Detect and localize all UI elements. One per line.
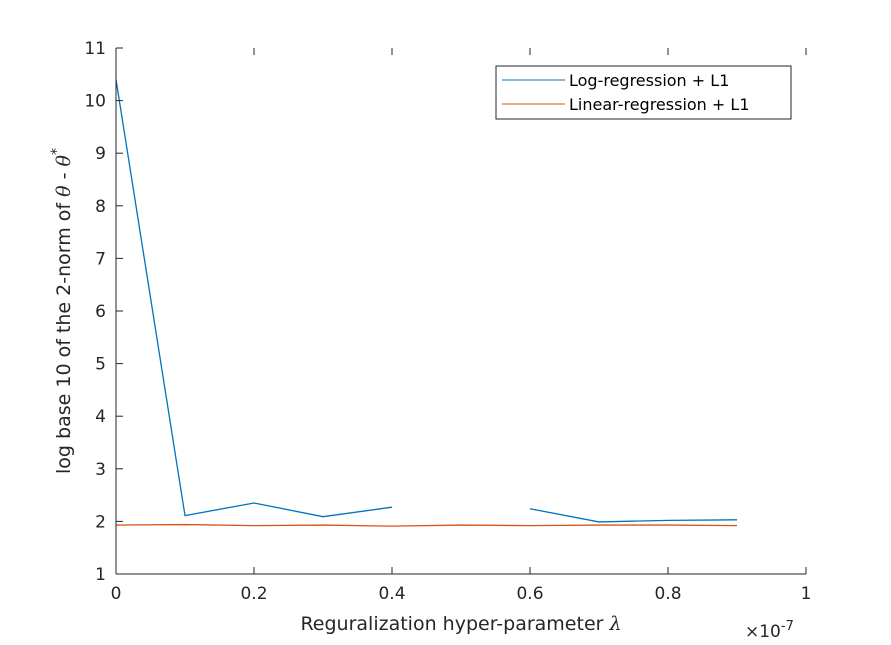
legend-box [495,65,792,120]
legend-label-log-regression: Log-regression + L1 [569,71,729,90]
x-multiplier-exponent: -7 [781,619,794,634]
legend-label-linear-regression: Linear-regression + L1 [569,95,750,114]
x-tick-label: 0.6 [516,584,543,604]
y-tick-label: 10 [84,92,106,112]
x-tick-label: 0.8 [654,584,681,604]
x-tick-label: 0 [111,584,122,604]
y-tick-label: 4 [95,407,106,427]
y-tick-label: 11 [84,39,106,59]
y-tick-label: 3 [95,460,106,480]
x-multiplier: ×10-7 [745,619,794,642]
x-axis-label-text: Reguralization hyper-parameter [300,613,603,635]
y-axis-label-superscript: * [49,148,65,155]
x-tick-label: 0.4 [378,584,405,604]
x-tick-label: 1 [801,584,812,604]
legend: Log-regression + L1 Linear-regression + … [495,65,792,120]
y-axis-label-theta-star: θ [53,154,75,166]
y-ticks: 1 2 3 4 5 6 7 8 9 10 11 [84,39,123,585]
y-tick-label: 5 [95,355,106,375]
plot-lines [115,79,738,527]
x-tick-label: 0.2 [240,584,267,604]
y-tick-label: 6 [95,302,106,322]
y-tick-label: 8 [95,197,106,217]
x-axis-label-symbol: λ [609,613,622,635]
y-axis-label-minus: - [53,166,75,185]
x-multiplier-base: ×10 [745,622,781,642]
y-tick-label: 1 [95,565,106,585]
series-line-0 [529,508,738,523]
x-axis-label: Reguralization hyper-parameter λ [300,613,621,635]
series-line-1 [115,523,738,527]
y-axis-label-theta: θ [53,185,75,197]
y-axis-label-text: log base 10 of the 2-norm of [53,202,75,474]
y-tick-label: 9 [95,144,106,164]
x-ticks: 0 0.2 0.4 0.6 0.8 1 [111,48,812,604]
series-line-0 [115,79,393,518]
y-tick-label: 2 [95,512,106,532]
plot-area [116,48,806,574]
y-axis-label: log base 10 of the 2-norm of θ - θ* [49,148,75,474]
y-tick-label: 7 [95,249,106,269]
